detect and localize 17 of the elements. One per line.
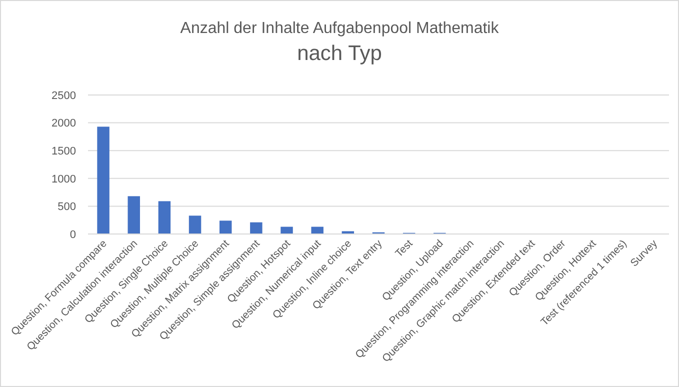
- y-tick-label: 2500: [52, 90, 76, 102]
- chart-title: Anzahl der Inhalte Aufgabenpool Mathematik: [180, 20, 500, 37]
- bar: [280, 226, 293, 234]
- y-tick-label: 2000: [52, 118, 76, 130]
- y-tick-label: 0: [70, 228, 76, 241]
- y-tick-label: 1500: [52, 145, 76, 158]
- y-tick-label: 500: [58, 201, 76, 214]
- bar: [250, 222, 262, 234]
- bar: [128, 196, 140, 234]
- bar: [219, 220, 232, 234]
- bar: [311, 226, 324, 234]
- x-tick-label: Test: [393, 238, 416, 260]
- bar: [97, 126, 110, 234]
- bar: [158, 201, 171, 234]
- bar: [188, 216, 202, 234]
- y-tick-label: 1000: [52, 173, 76, 186]
- chart-subtitle: nach Typ: [297, 42, 382, 65]
